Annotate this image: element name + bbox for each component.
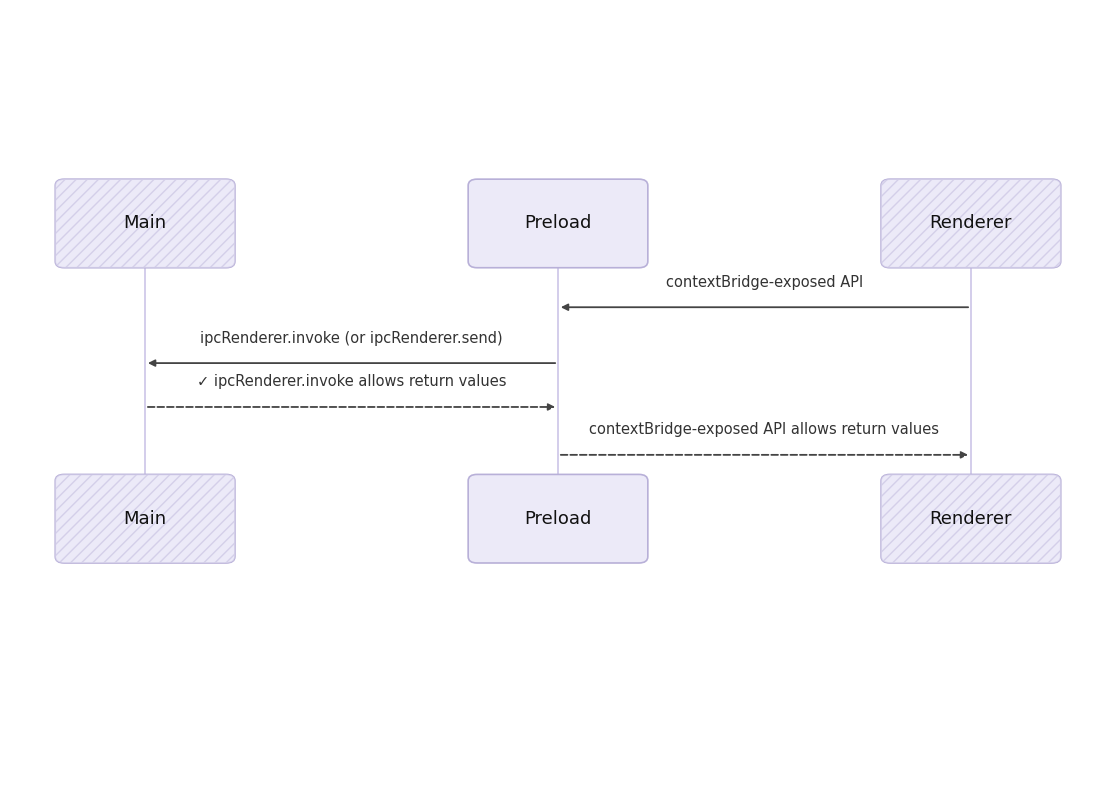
FancyBboxPatch shape (56, 474, 234, 563)
Text: Preload: Preload (525, 510, 591, 527)
Text: Preload: Preload (525, 215, 591, 232)
FancyBboxPatch shape (882, 474, 1060, 563)
Text: Renderer: Renderer (930, 510, 1012, 527)
Text: Renderer: Renderer (930, 215, 1012, 232)
FancyBboxPatch shape (882, 474, 1060, 563)
Text: ✓ ipcRenderer.invoke allows return values: ✓ ipcRenderer.invoke allows return value… (196, 374, 507, 389)
Text: Main: Main (124, 215, 166, 232)
FancyBboxPatch shape (56, 180, 234, 268)
FancyBboxPatch shape (882, 180, 1060, 268)
FancyBboxPatch shape (469, 474, 647, 563)
Text: ipcRenderer.invoke (or ipcRenderer.send): ipcRenderer.invoke (or ipcRenderer.send) (200, 330, 503, 346)
Text: Main: Main (124, 510, 166, 527)
Text: contextBridge-exposed API: contextBridge-exposed API (666, 275, 863, 290)
FancyBboxPatch shape (882, 180, 1060, 268)
FancyBboxPatch shape (56, 180, 234, 268)
FancyBboxPatch shape (56, 474, 234, 563)
Text: contextBridge-exposed API allows return values: contextBridge-exposed API allows return … (589, 422, 940, 437)
FancyBboxPatch shape (469, 180, 647, 268)
